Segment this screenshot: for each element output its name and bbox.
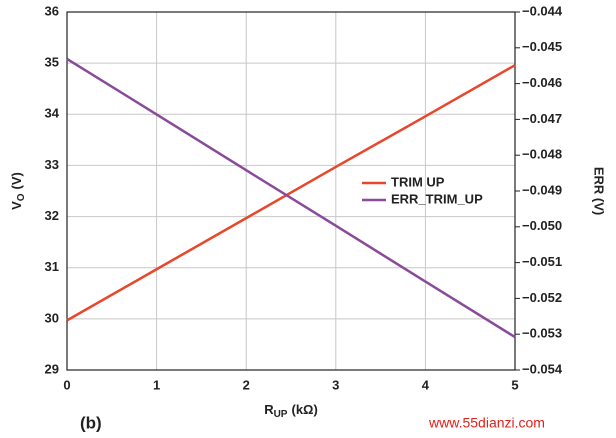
y-tick-label: 32: [45, 208, 59, 223]
y2-tick-label: −0.050: [522, 218, 562, 233]
y2-tick-label: −0.052: [522, 290, 562, 305]
y2-tick-label: −0.049: [522, 182, 562, 197]
legend-label: ERR_TRIM_UP: [391, 191, 483, 206]
y-tick-label: 34: [45, 106, 60, 121]
y-tick-label: 33: [45, 157, 59, 172]
y2-tick-label: −0.045: [522, 39, 562, 54]
y2-tick-label: −0.047: [522, 111, 562, 126]
y2-tick-label: −0.044: [522, 3, 563, 18]
y-tick-label: 35: [45, 55, 59, 70]
x-tick-label: 1: [153, 377, 160, 392]
x-tick-label: 0: [63, 377, 70, 392]
x-tick-label: 2: [243, 377, 250, 392]
y-label-unit: (V): [9, 172, 24, 189]
panel-label: (b): [80, 413, 102, 432]
y-tick-label: 31: [45, 259, 59, 274]
y-tick-label: 36: [45, 3, 59, 18]
y2-axis-label: ERR (V): [592, 167, 607, 215]
watermark: www.55dianzi.com: [428, 415, 545, 431]
y-tick-label: 30: [45, 310, 59, 325]
series-line: [66, 64, 516, 322]
y2-tick-label: −0.053: [522, 326, 562, 341]
x-label-main: R: [264, 402, 274, 417]
y-label-main: V: [9, 201, 24, 210]
x-label-sub: UP: [274, 409, 288, 420]
x-tick-label: 3: [332, 377, 339, 392]
x-tick-label: 4: [422, 377, 430, 392]
y-label-sub: O: [16, 193, 27, 201]
plot-frame: [66, 11, 516, 371]
y2-tick-label: −0.054: [522, 361, 563, 376]
x-label-unit: (kΩ): [291, 402, 317, 417]
y-axis-label: VO (V): [9, 172, 26, 210]
y2-tick-label: −0.051: [522, 254, 562, 269]
x-tick-label: 5: [511, 377, 518, 392]
y2-tick-label: −0.046: [522, 75, 562, 90]
y-tick-label: 29: [45, 361, 59, 376]
legend-label: TRIM UP: [391, 174, 445, 189]
y2-tick-label: −0.048: [522, 147, 562, 162]
x-axis-label: RUP (kΩ): [264, 402, 318, 419]
series-line: [66, 57, 516, 339]
